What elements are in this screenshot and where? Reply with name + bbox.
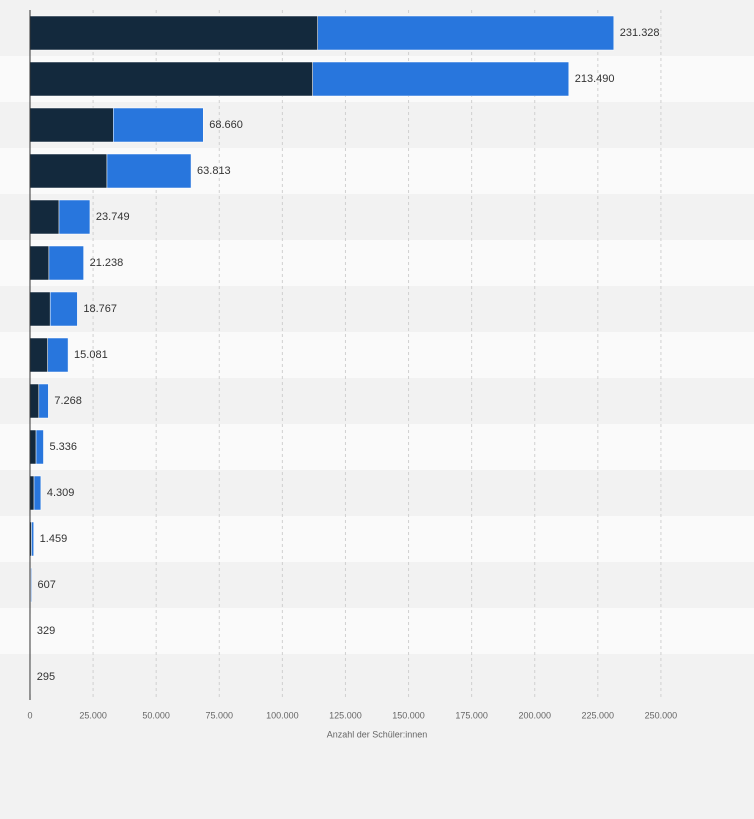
bar [29, 153, 108, 189]
total-label: 295 [37, 671, 55, 683]
x-tick-label: 125.000 [329, 710, 362, 720]
bar [38, 383, 49, 419]
total-label: 18.767 [83, 303, 117, 315]
row-band [0, 240, 754, 286]
row-band [0, 608, 754, 654]
row-band [0, 378, 754, 424]
bar [29, 383, 40, 419]
bar [31, 521, 34, 557]
total-label: 23.749 [96, 211, 130, 223]
row-band [0, 332, 754, 378]
x-tick-label: 150.000 [392, 710, 425, 720]
bar [29, 291, 51, 327]
bar [29, 337, 48, 373]
total-label: 5.336 [49, 441, 77, 453]
bar [29, 107, 114, 143]
bar [29, 475, 35, 511]
x-tick-label: 225.000 [582, 710, 615, 720]
bar [47, 337, 69, 373]
bar [49, 291, 78, 327]
bar [33, 475, 42, 511]
total-label: 231.328 [620, 27, 660, 39]
x-tick-label: 100.000 [266, 710, 299, 720]
total-label: 15.081 [74, 349, 108, 361]
bar [58, 199, 91, 235]
total-label: 607 [38, 579, 56, 591]
x-axis-label: Anzahl der Schüler:innen [327, 729, 428, 739]
bar [312, 61, 570, 97]
x-tick-label: 50.000 [142, 710, 170, 720]
total-label: 4.309 [47, 487, 75, 499]
bar [29, 61, 313, 97]
row-band [0, 424, 754, 470]
bar [29, 429, 37, 465]
total-label: 1.459 [40, 533, 68, 545]
bar [29, 15, 318, 51]
x-tick-label: 175.000 [455, 710, 488, 720]
row-band [0, 470, 754, 516]
bar [106, 153, 192, 189]
total-label: 21.238 [90, 257, 124, 269]
row-band [0, 286, 754, 332]
bar [30, 567, 32, 603]
total-label: 63.813 [197, 165, 231, 177]
row-band [0, 516, 754, 562]
total-label: 213.490 [575, 73, 615, 85]
row-band [0, 194, 754, 240]
x-tick-label: 75.000 [206, 710, 234, 720]
total-label: 329 [37, 625, 55, 637]
x-tick-label: 0 [27, 710, 32, 720]
bar [29, 245, 50, 281]
row-band [0, 654, 754, 700]
bar [29, 199, 60, 235]
bar [48, 245, 84, 281]
bar [113, 107, 204, 143]
row-band [0, 562, 754, 608]
bar [35, 429, 44, 465]
x-tick-label: 25.000 [79, 710, 107, 720]
x-tick-label: 200.000 [518, 710, 551, 720]
total-label: 68.660 [209, 119, 243, 131]
bar [317, 15, 615, 51]
x-tick-label: 250.000 [645, 710, 678, 720]
total-label: 7.268 [54, 395, 82, 407]
